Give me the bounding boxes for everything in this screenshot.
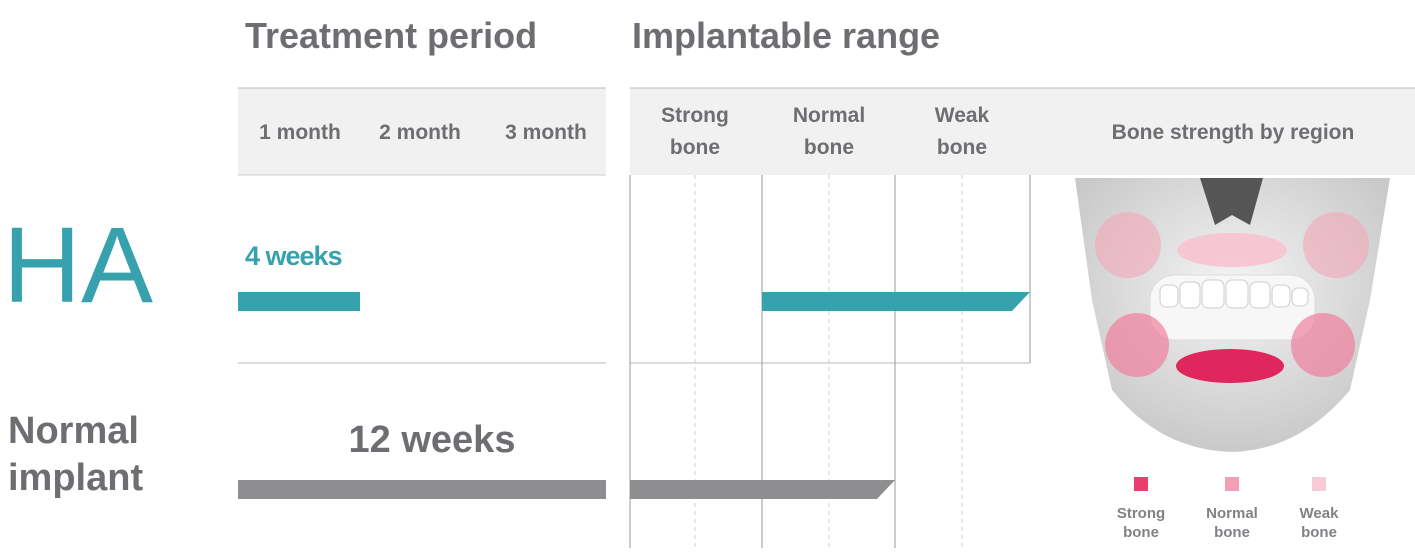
bone-label: bone <box>937 136 987 159</box>
infographic: Treatment period Implantable range 1 mon… <box>0 0 1415 548</box>
period-bar <box>238 292 360 311</box>
section-title: Implantable range <box>632 15 940 56</box>
row-label: Normal <box>8 410 139 452</box>
period-bar <box>238 480 606 499</box>
bone-label: Normal <box>793 104 865 127</box>
row-label: implant <box>8 457 143 499</box>
legend-label: Normal <box>1206 505 1258 522</box>
section-title: Treatment period <box>245 15 537 56</box>
legend-label: Weak <box>1300 505 1340 522</box>
legend-label: bone <box>1123 524 1159 541</box>
row-label: HA <box>3 204 153 325</box>
period-label: 12 weeks <box>349 419 516 461</box>
range-bar <box>630 480 895 499</box>
region-title: Bone strength by region <box>1112 121 1355 144</box>
bone-label: Weak <box>935 104 990 127</box>
month-label: 2 month <box>379 121 461 144</box>
legend-label: Strong <box>1117 505 1165 522</box>
range-bar <box>762 292 1030 311</box>
legend-swatch <box>1134 477 1148 491</box>
period-label: 4 weeks <box>245 241 342 271</box>
legend-label: bone <box>1214 524 1250 541</box>
bone-label: bone <box>670 136 720 159</box>
skull-illustration <box>1075 178 1390 452</box>
month-label: 1 month <box>259 121 341 144</box>
bone-label: Strong <box>661 104 729 127</box>
month-label: 3 month <box>505 121 587 144</box>
legend-swatch <box>1225 477 1239 491</box>
legend-swatch <box>1312 477 1326 491</box>
bone-label: bone <box>804 136 854 159</box>
legend-label: bone <box>1301 524 1337 541</box>
